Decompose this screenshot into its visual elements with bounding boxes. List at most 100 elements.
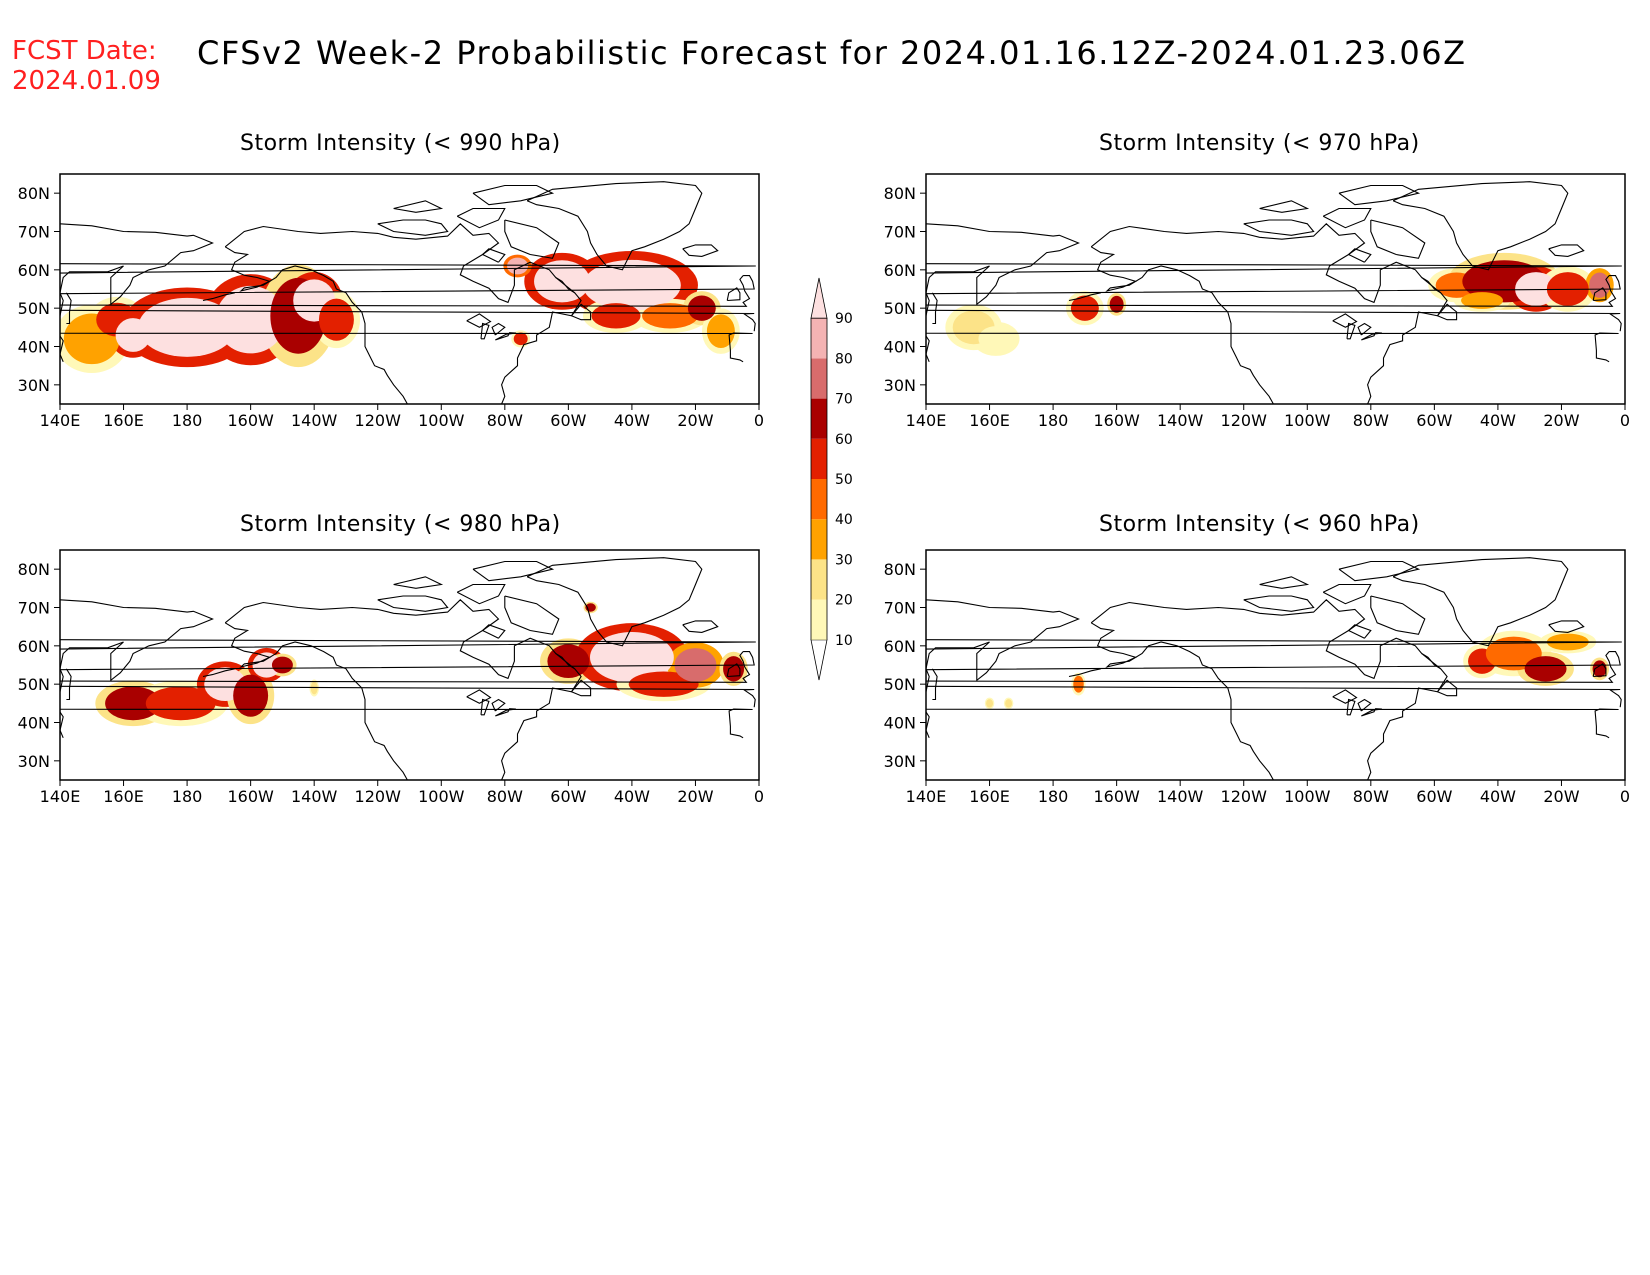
coastline <box>926 639 1622 650</box>
probability-region <box>706 314 735 349</box>
coastline <box>926 275 1621 307</box>
probability-region <box>986 699 994 708</box>
panel-title-970: Storm Intensity (< 970 hPa) <box>1099 131 1420 156</box>
coastline <box>1548 244 1585 257</box>
lat-label: 60N <box>18 261 50 280</box>
probability-regions <box>945 252 1614 356</box>
lat-label: 60N <box>884 637 916 656</box>
coastline <box>224 223 582 404</box>
coastline <box>504 595 560 635</box>
probability-region <box>252 652 281 678</box>
coastline <box>526 181 703 271</box>
probability-region <box>513 332 528 346</box>
coastline <box>1332 313 1358 328</box>
lon-label: 180 <box>172 787 203 806</box>
coastline <box>60 275 755 307</box>
map-panel-960: 80N 70N 60N 50N 40N 30N 140E 160E 180 160W 140W 120… <box>884 549 1630 806</box>
colorbar-label: 30 <box>835 552 853 568</box>
probability-region <box>589 632 674 683</box>
coastlines <box>60 557 756 780</box>
lon-label: 0 <box>1620 787 1630 806</box>
lat-label: 80N <box>884 560 916 579</box>
coastline <box>393 200 444 213</box>
lon-label: 100W <box>418 411 465 430</box>
coastline <box>202 292 235 302</box>
colorbar-label: 90 <box>835 311 853 327</box>
coastline <box>466 689 492 704</box>
probability-region <box>1485 636 1542 671</box>
coastline <box>1259 576 1310 589</box>
coastline <box>60 708 753 739</box>
probability-region <box>1515 272 1558 306</box>
coastline <box>60 263 756 274</box>
coastline <box>1090 599 1448 780</box>
lon-label: 100W <box>1284 411 1331 430</box>
lon-label: 180 <box>1038 787 1069 806</box>
lat-label: 40N <box>18 338 50 357</box>
lon-label: 80W <box>487 787 523 806</box>
lat-label: 80N <box>18 560 50 579</box>
lon-label: 40W <box>614 411 650 430</box>
coastline <box>1592 287 1607 302</box>
lon-label: 60W <box>550 787 586 806</box>
coastline <box>682 244 719 257</box>
coastline <box>481 624 506 639</box>
coastline <box>1068 668 1101 678</box>
map-frame <box>59 173 760 405</box>
coastline <box>504 219 560 259</box>
lon-label: 120W <box>1221 411 1268 430</box>
lon-label: 120W <box>355 787 402 806</box>
lon-label: 180 <box>1038 411 1069 430</box>
coastline <box>1421 653 1441 670</box>
lon-label: 140W <box>1157 787 1204 806</box>
lat-label: 40N <box>884 714 916 733</box>
map-panel-970: 80N 70N 60N 50N 40N 30N 140E 160E 180 160W 140W 120… <box>884 173 1630 430</box>
colorbar-swatch <box>811 519 827 560</box>
coastline <box>393 576 444 589</box>
probability-region <box>1005 699 1013 708</box>
coastline <box>1347 248 1372 263</box>
coastline <box>926 263 1622 274</box>
coastline <box>472 560 555 582</box>
lat-label: 30N <box>884 752 916 771</box>
lon-label: 140E <box>40 787 81 806</box>
coastline <box>1346 322 1356 340</box>
coastline <box>60 685 756 708</box>
probability-region <box>507 257 529 275</box>
lon-label: 60W <box>550 411 586 430</box>
coastline <box>224 599 582 780</box>
coastline <box>456 583 506 605</box>
coastline <box>1090 223 1448 404</box>
lon-label: 20W <box>1543 411 1579 430</box>
lat-label: 30N <box>884 376 916 395</box>
lon-label: 120W <box>1221 787 1268 806</box>
colorbar-swatch <box>811 318 827 359</box>
probability-region <box>723 656 745 682</box>
lat-label: 50N <box>18 675 50 694</box>
lon-label: 0 <box>754 787 764 806</box>
colorbar-triangle-bottom <box>810 639 828 681</box>
coastline <box>481 248 506 263</box>
coastlines <box>926 181 1622 404</box>
coastline <box>1347 624 1372 639</box>
coastline <box>1392 181 1569 271</box>
colorbar-swatch <box>811 479 827 520</box>
lon-label: 120W <box>355 411 402 430</box>
coastline <box>682 620 719 633</box>
lon-label: 140W <box>291 411 338 430</box>
lon-label: 140E <box>40 411 81 430</box>
coastline <box>726 663 741 678</box>
lon-label: 160W <box>227 787 274 806</box>
lon-label: 20W <box>677 411 713 430</box>
panel-title-990: Storm Intensity (< 990 hPa) <box>240 131 561 156</box>
colorbar-swatch <box>811 559 827 600</box>
map-panel-990: 80N 70N 60N 50N 40N 30N 140E 160E 180 160W 140W 120… <box>18 173 764 430</box>
colorbar-swatch <box>811 398 827 439</box>
lon-label: 160E <box>969 411 1010 430</box>
lon-label: 160W <box>1093 787 1140 806</box>
coastline <box>480 698 490 716</box>
lon-label: 60W <box>1416 411 1452 430</box>
lon-label: 160W <box>1093 411 1140 430</box>
probability-region <box>978 326 1014 352</box>
